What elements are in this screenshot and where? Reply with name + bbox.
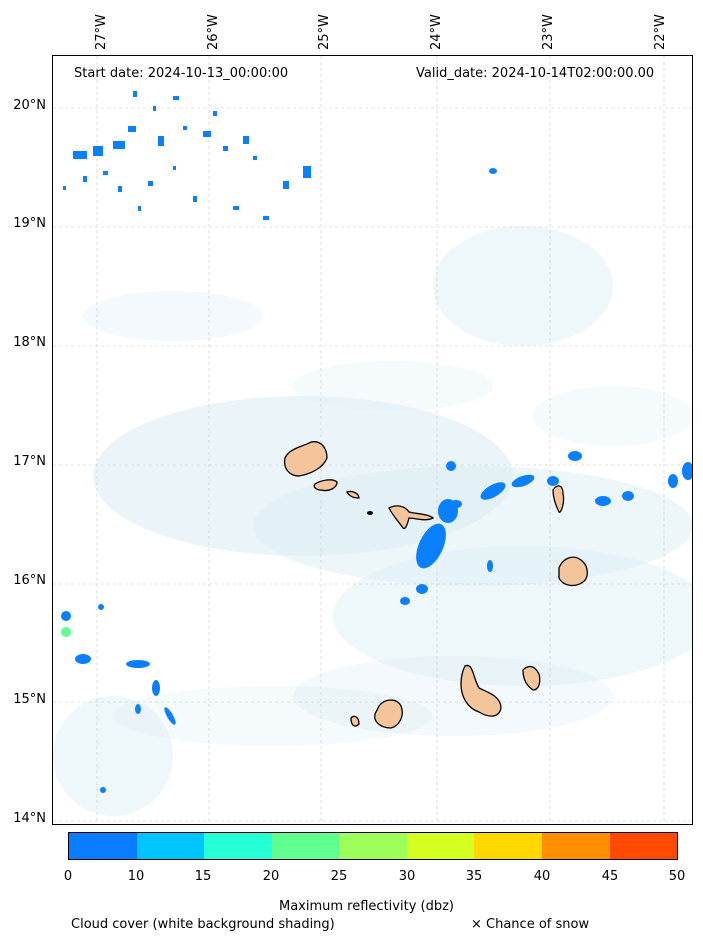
- snow-chance-note: × Chance of snow: [471, 917, 590, 932]
- lon-label-22w: 22°W: [653, 14, 668, 50]
- map-canvas: [53, 56, 692, 824]
- colorbar-segment: [204, 833, 272, 859]
- lat-label-18n: 18°N: [13, 335, 46, 350]
- valid-date-label: Valid_date: 2024-10-14T02:00:00.00: [416, 66, 655, 81]
- graticule: [53, 56, 692, 824]
- colorbar-tick-label: 25: [330, 869, 348, 884]
- colorbar-segment: [541, 833, 610, 859]
- colorbar-tick-label: 50: [668, 869, 686, 884]
- colorbar-tick-label: 15: [194, 869, 212, 884]
- colorbar-segment: [609, 833, 678, 859]
- reflectivity-peak: [61, 627, 71, 637]
- lat-label-19n: 19°N: [13, 216, 46, 231]
- lon-label-23w: 23°W: [541, 14, 556, 50]
- lon-label-26w: 26°W: [206, 14, 221, 50]
- reflectivity-echoes: [61, 91, 692, 793]
- colorbar-tick-label: 0: [63, 869, 73, 884]
- colorbar-tick-label: 40: [533, 869, 551, 884]
- reflectivity-colorbar: [68, 832, 678, 860]
- colorbar-segment: [69, 833, 137, 859]
- lat-label-14n: 14°N: [13, 811, 46, 826]
- colorbar-segment: [136, 833, 205, 859]
- colorbar-tick-label: 20: [262, 869, 280, 884]
- lat-label-15n: 15°N: [13, 692, 46, 707]
- map-frame[interactable]: [52, 55, 693, 825]
- lat-label-20n: 20°N: [13, 98, 46, 113]
- cloud-cover-layer: [53, 226, 692, 816]
- colorbar-segment: [271, 833, 340, 859]
- cloud-cover-note: Cloud cover (white background shading): [71, 917, 335, 932]
- colorbar-tick-label: 30: [398, 869, 416, 884]
- islet: [367, 511, 373, 515]
- colorbar-segment: [406, 833, 475, 859]
- colorbar-tick-label: 10: [127, 869, 145, 884]
- colorbar-tick-label: 35: [465, 869, 483, 884]
- lon-label-25w: 25°W: [317, 14, 332, 50]
- start-date-label: Start date: 2024-10-13_00:00:00: [74, 66, 289, 81]
- colorbar-title: Maximum reflectivity (dbz): [279, 899, 454, 914]
- colorbar-segment: [339, 833, 407, 859]
- colorbar-tick-label: 45: [601, 869, 619, 884]
- lat-label-17n: 17°N: [13, 454, 46, 469]
- islands: [283, 441, 588, 729]
- lon-label-24w: 24°W: [429, 14, 444, 50]
- lat-label-16n: 16°N: [13, 573, 46, 588]
- lon-label-27w: 27°W: [94, 14, 109, 50]
- colorbar-segment: [474, 833, 542, 859]
